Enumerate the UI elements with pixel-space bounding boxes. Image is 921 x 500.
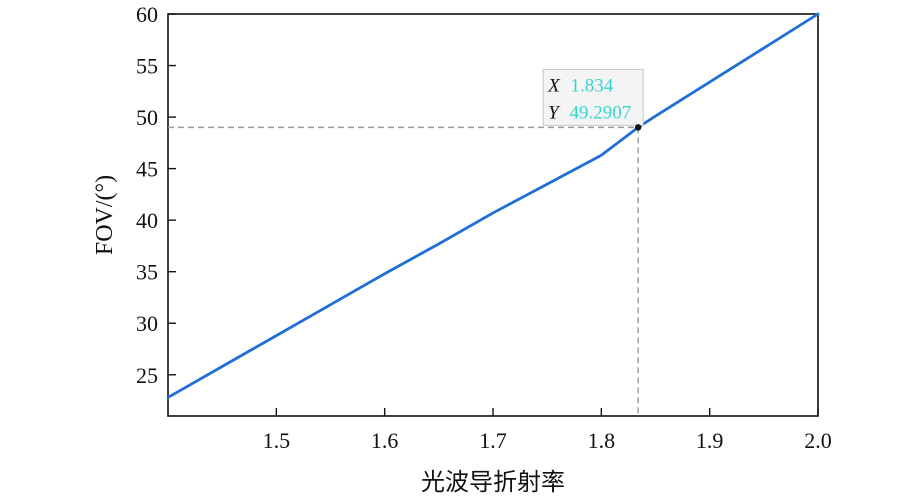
y-tick-label: 60 <box>136 2 158 27</box>
x-tick-label: 1.8 <box>588 428 616 453</box>
x-tick-label: 1.5 <box>263 428 291 453</box>
y-tick-label: 30 <box>136 311 158 336</box>
y-tick-label: 45 <box>136 157 158 182</box>
y-tick-label: 55 <box>136 54 158 79</box>
x-tick-label: 1.7 <box>479 428 507 453</box>
y-tick-label: 25 <box>136 363 158 388</box>
datatip-x-key: X <box>547 75 561 96</box>
datatip-box[interactable] <box>542 68 644 126</box>
datatip-y-line: Y 49.2907 <box>548 102 631 123</box>
datatip-marker[interactable] <box>634 124 642 131</box>
ticks: 1.5 1.6 1.7 1.8 1.9 2.0 25 30 35 40 45 50 55 60 <box>136 2 832 453</box>
y-tick-label: 35 <box>136 260 158 285</box>
series-line <box>166 12 820 399</box>
x-axis-title: 光波导折射率 <box>421 469 565 496</box>
datatip-y-key: Y <box>548 102 561 123</box>
datatip-x-line: X 1.834 <box>547 75 614 96</box>
datatip-y-value: 49.2907 <box>569 102 631 123</box>
datatip-x-value: 1.834 <box>571 75 614 96</box>
y-tick-label: 50 <box>136 105 158 130</box>
datatip[interactable]: X 1.834 Y 49.2907 <box>542 68 644 131</box>
y-tick-label: 40 <box>136 208 158 233</box>
x-tick-label: 1.9 <box>696 428 724 453</box>
series-layer <box>166 12 820 399</box>
x-tick-label: 1.6 <box>371 428 399 453</box>
y-axis-title: FOV/(°) <box>92 175 118 255</box>
datatip-guides <box>168 126 639 416</box>
x-tick-label: 2.0 <box>804 428 832 453</box>
